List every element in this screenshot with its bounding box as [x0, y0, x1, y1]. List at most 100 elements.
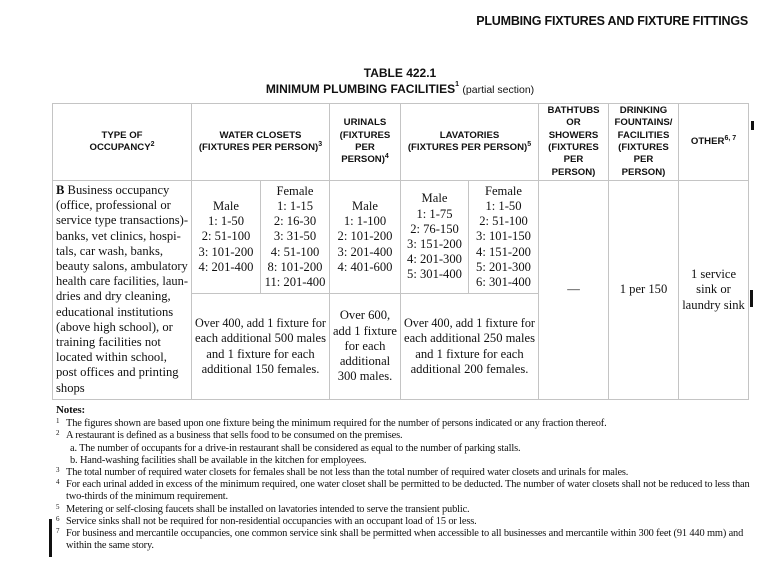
- occupancy-line: located within school,: [56, 350, 167, 365]
- lavatories-male: Male 1: 1-75 2: 76-150 3: 151-200 4: 201-300…: [400, 180, 469, 294]
- drinking-fountains-cell: 1 per 150: [608, 180, 679, 400]
- header-line: OCCUPANCY2: [53, 141, 191, 154]
- occupancy-line: tals, car wash, banks,: [56, 243, 164, 258]
- header-line: OR: [539, 117, 608, 129]
- header-text: FACILITIES: [617, 129, 670, 141]
- cell-line: 1: 1-50: [207, 214, 245, 229]
- header-line: (FIXTURES: [609, 142, 678, 154]
- header-line: PERSON)4: [330, 153, 400, 166]
- water-closets-over-400: Over 400, add 1 fixture for each addition…: [191, 293, 330, 400]
- header-text: OCCUPANCY: [89, 142, 151, 153]
- lavatories-over-400: Over 400, add 1 fixture for each addition…: [400, 293, 539, 400]
- header-line: FOUNTAINS/: [609, 117, 678, 129]
- cell-line: 3: 151-200: [407, 237, 462, 251]
- cell-line: 5: 201-300: [476, 259, 531, 274]
- header-line: DRINKING: [609, 105, 678, 117]
- cell-line: Male: [213, 198, 239, 213]
- header-line: PER: [609, 154, 678, 166]
- header-line: URINALS: [330, 117, 400, 129]
- cell-line: 4: 151-200: [476, 244, 531, 259]
- header-text: URINALS: [343, 117, 387, 129]
- note-text: For business and mercantile occupancies,…: [66, 528, 744, 552]
- other-cell: 1 service sink or laundry sink: [678, 180, 749, 400]
- bathtubs-value: —: [567, 282, 580, 297]
- cell-line: 4: 51-100: [270, 244, 320, 259]
- cell-line: 1: 1-50: [485, 198, 522, 213]
- note-text: Metering or self-closing faucets shall b…: [66, 503, 470, 515]
- cell-line: Female: [276, 183, 314, 198]
- cell-line: 2: 51-100: [201, 229, 251, 244]
- cell-line: Male: [352, 198, 378, 213]
- note-number: 2: [56, 429, 60, 438]
- cell-line: additional: [339, 354, 391, 369]
- occupancy-line: training facilities not: [56, 335, 161, 350]
- header-text: (FIXTURES: [618, 142, 669, 153]
- header-text: TYPE OF: [101, 129, 143, 141]
- note-item: 1 The figures shown are based upon one fi…: [56, 417, 762, 430]
- change-bar: [49, 519, 52, 557]
- cell-line: 11: 201-400: [264, 275, 326, 289]
- cell-line: Female: [484, 183, 523, 198]
- lavatories-female: Female 1: 1-50 2: 51-100 3: 101-150 4: 151-2…: [468, 180, 539, 294]
- occupancy-line: post offices and printing: [56, 365, 179, 380]
- cell-line: 3: 101-200: [198, 244, 254, 259]
- header-text: PERSON): [551, 166, 596, 178]
- cell-line: 3: 31-50: [273, 229, 317, 244]
- cell-line: add 1 fixture: [333, 323, 397, 338]
- header-lavatories: LAVATORIES (FIXTURES PER PERSON)5: [400, 103, 539, 181]
- cell-line: 300 males.: [337, 369, 393, 384]
- occupancy-line: shops: [56, 380, 85, 395]
- header-urinals: URINALS (FIXTURES PER PERSON)4: [329, 103, 401, 181]
- footnote-ref: 1: [455, 81, 460, 88]
- occupancy-text: Business occupancy: [64, 183, 170, 197]
- cell-line: Over 400, add 1 fixture for: [404, 316, 535, 331]
- header-line: PERSON): [609, 167, 678, 179]
- header-line: TYPE OF: [53, 130, 191, 142]
- header-text: LAVATORIES: [439, 129, 500, 141]
- change-bar: [750, 290, 753, 307]
- change-bar: [751, 121, 754, 130]
- occupancy-line: (above high school), or: [56, 319, 173, 334]
- occupancy-cell: B Business occupancy (office, professiona…: [52, 180, 192, 400]
- note-number: 6: [56, 514, 60, 523]
- cell-line: 3: 101-150: [476, 229, 531, 244]
- header-line: PER: [330, 142, 400, 154]
- occupancy-line: educational institutions: [56, 304, 174, 319]
- cell-line: each additional 500 males: [194, 331, 326, 346]
- water-closets-female: Female 1: 1-15 2: 16-30 3: 31-50 4: 51-100 8:…: [260, 180, 330, 294]
- note-text: For each urinal added in excess of the m…: [66, 479, 750, 503]
- header-line: PER: [539, 154, 608, 166]
- cell-line: and 1 fixture for each: [206, 346, 315, 361]
- header-line: FACILITIES: [609, 130, 678, 142]
- note-number: 7: [56, 527, 60, 536]
- urinals-male: Male 1: 1-100 2: 101-200 3: 201-400 4: 401-6…: [329, 180, 401, 294]
- header-line: SHOWERS: [539, 130, 608, 142]
- occupancy-line: beauty salons, ambulatory: [56, 259, 188, 274]
- header-line: LAVATORIES: [401, 130, 538, 142]
- note-item: 3 The total number of required water clos…: [56, 466, 762, 479]
- note-text: Service sinks shall not be required for …: [66, 515, 477, 527]
- cell-line: 2: 101-200: [337, 229, 393, 244]
- note-number: 4: [56, 478, 60, 487]
- header-text: (FIXTURES: [339, 129, 391, 141]
- note-number: 3: [56, 466, 60, 475]
- running-head: PLUMBING FIXTURES AND FIXTURE FITTINGS: [476, 14, 748, 28]
- bathtubs-cell: —: [538, 180, 609, 400]
- header-text: FOUNTAINS/: [614, 117, 673, 129]
- header-text: DRINKING: [619, 104, 668, 116]
- header-text: (FIXTURES PER PERSON): [407, 142, 528, 153]
- header-other: OTHER6, 7: [678, 103, 749, 181]
- cell-line: for each: [344, 338, 386, 353]
- notes-heading: Notes:: [56, 404, 86, 416]
- cell-line: 4: 201-300: [407, 252, 462, 267]
- note-item: 4 For each urinal added in excess of the …: [56, 478, 762, 503]
- cell-line: 4: 201-400: [198, 259, 254, 274]
- note-item: b. Hand-washing facilities shall be avai…: [56, 455, 762, 467]
- table-notes: Notes: 1 The figures shown are based upon…: [56, 404, 762, 552]
- occupancy-line: banks, vet clinics, hospi-: [56, 228, 181, 243]
- header-text: PERSON): [341, 154, 385, 166]
- note-item: a. The number of occupants for a drive-i…: [56, 443, 762, 455]
- occupancy-line: service type transactions)-: [56, 213, 189, 228]
- header-text: WATER CLOSETS: [219, 129, 302, 141]
- header-text: PER: [633, 154, 654, 166]
